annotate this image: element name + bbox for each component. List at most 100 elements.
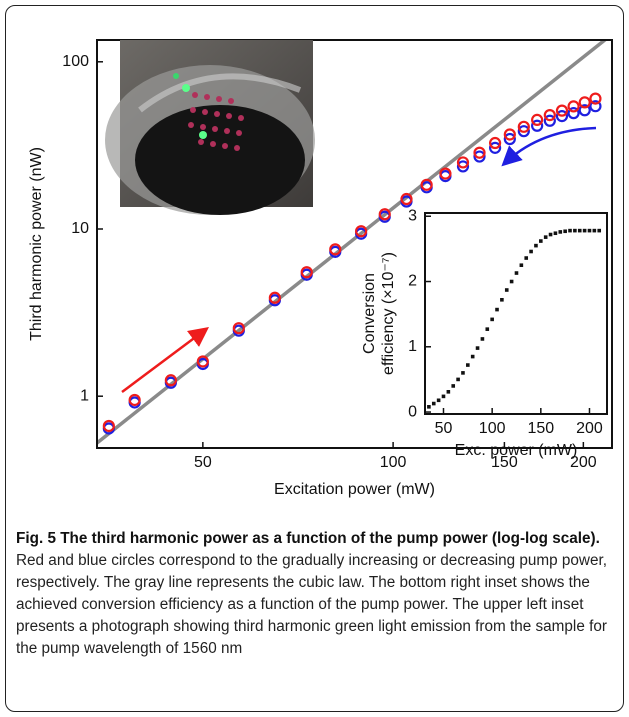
data-point — [543, 235, 548, 239]
data-point — [420, 178, 433, 191]
y-axis-label: Third harmonic power (nW) — [28, 147, 45, 341]
data-point — [485, 327, 490, 331]
x-tick-label: 100 — [380, 454, 407, 471]
x-tick-label: 200 — [576, 420, 603, 437]
data-point — [500, 297, 504, 302]
data-point — [555, 104, 569, 117]
x-tick-label: 100 — [479, 420, 506, 437]
data-point — [436, 398, 441, 403]
data-point — [378, 208, 391, 221]
data-point — [524, 256, 529, 260]
y-tick-label: 1 — [408, 338, 417, 355]
data-point — [582, 228, 587, 233]
data-point — [514, 271, 519, 275]
data-point — [503, 128, 516, 141]
data-point — [232, 322, 245, 335]
y-axis-label: efficiency (×10⁻⁷) — [380, 252, 397, 375]
data-point — [578, 104, 591, 117]
x-tick-label: 50 — [194, 454, 212, 471]
data-point — [329, 243, 342, 256]
data-point — [488, 136, 502, 150]
caption-title: Fig. 5 The third harmonic power as a fun… — [16, 530, 600, 547]
data-point — [431, 401, 436, 406]
data-point — [531, 113, 544, 127]
data-point — [427, 405, 431, 409]
data-point — [553, 231, 558, 236]
data-point — [529, 249, 533, 254]
data-point — [456, 156, 470, 169]
y-tick-label: 10 — [71, 220, 89, 237]
data-point — [495, 307, 499, 312]
data-point — [534, 243, 538, 248]
data-point — [164, 374, 177, 387]
x-tick-label: 150 — [491, 454, 518, 471]
x-axis-label: Excitation power (mW) — [274, 481, 435, 498]
plot-area — [97, 40, 608, 445]
data-point — [517, 120, 530, 133]
caption: Fig. 5 The third harmonic power as a fun… — [16, 528, 616, 660]
data-point — [563, 229, 567, 234]
data-point — [461, 371, 465, 375]
data-point — [517, 125, 530, 138]
y-axis-label: Conversion — [361, 273, 378, 354]
caption-text: Red and blue circles correspond to the g… — [16, 552, 607, 657]
data-point — [577, 228, 582, 233]
data-point — [531, 119, 544, 132]
data-point — [439, 167, 452, 180]
x-tick-label: 150 — [527, 420, 554, 437]
data-point — [555, 109, 569, 123]
data-point — [578, 96, 591, 109]
data-point — [543, 109, 556, 122]
x-tick-label: 200 — [570, 454, 597, 471]
data-point — [509, 279, 514, 284]
data-point — [519, 263, 524, 268]
data-point — [456, 160, 470, 173]
plot-area — [427, 228, 602, 409]
data-point — [504, 288, 509, 292]
x-tick-label: 50 — [435, 420, 453, 437]
data-point — [568, 228, 572, 233]
data-point — [548, 232, 553, 237]
data-point — [466, 363, 470, 367]
x-axis-label: Exc. power (mW) — [455, 442, 578, 459]
data-point — [490, 317, 494, 322]
data-point — [539, 239, 543, 243]
data-point — [567, 100, 580, 113]
efficiency-inset: 50 100 150 200 0 1 2 3 Exc. power (mW) Conversion… — [361, 207, 608, 459]
axes-frame — [96, 39, 613, 449]
data-point — [441, 394, 446, 399]
data-point — [488, 141, 502, 154]
data-point — [573, 228, 577, 233]
data-point — [475, 346, 480, 350]
data-point — [355, 225, 368, 238]
data-point — [268, 291, 281, 304]
data-point — [451, 384, 456, 388]
data-point — [480, 337, 485, 341]
y-tick-label: 3 — [408, 207, 417, 224]
figure-frame — [5, 5, 624, 712]
photo-inset — [105, 40, 315, 215]
data-point — [400, 192, 413, 206]
data-point — [558, 230, 563, 234]
y-tick-label: 100 — [62, 53, 89, 70]
y-tick-label: 1 — [80, 387, 89, 404]
data-point — [473, 150, 486, 163]
data-point — [128, 393, 141, 407]
inset-background — [425, 213, 607, 414]
axes-frame — [424, 212, 608, 415]
data-point — [592, 228, 597, 233]
cubic-law-line — [97, 40, 608, 445]
data-point — [300, 266, 313, 279]
data-point — [597, 228, 602, 233]
increasing-arrow — [121, 327, 210, 394]
data-point — [567, 107, 580, 120]
data-point — [470, 354, 475, 359]
data-point — [589, 100, 602, 113]
y-tick-label: 0 — [408, 403, 417, 420]
data-point — [196, 355, 209, 368]
data-point — [503, 132, 516, 146]
decreasing-arrow — [501, 126, 597, 167]
data-point — [543, 114, 556, 127]
